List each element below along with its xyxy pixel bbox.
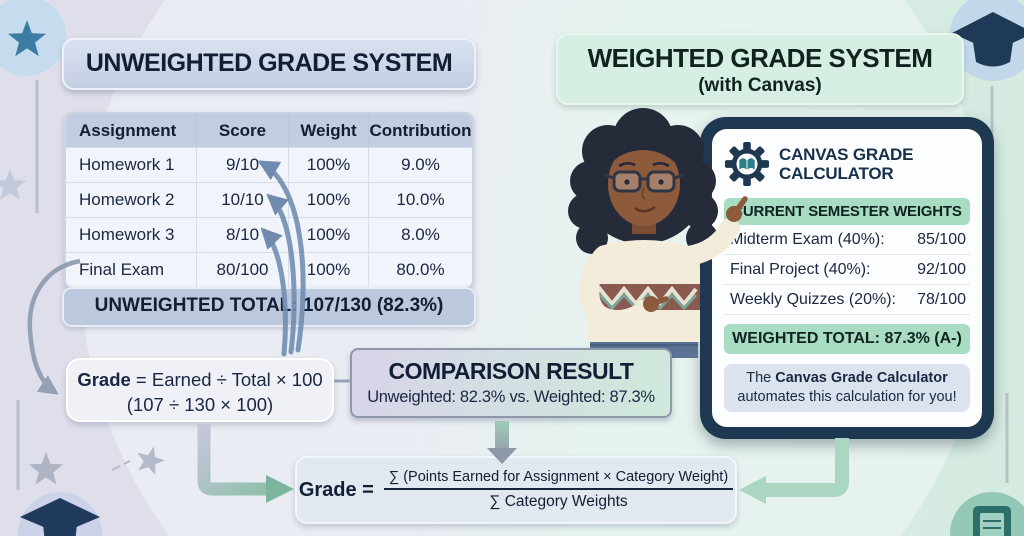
cell-score: 80/100: [196, 253, 288, 287]
comparison-title: COMPARISON RESULT: [388, 358, 634, 384]
table-row: Final Exam 80/100 100% 80.0%: [66, 252, 472, 287]
col-contribution: Contribution: [368, 114, 472, 147]
table-row: Homework 2 10/10 100% 10.0%: [66, 182, 472, 217]
unweighted-table: Assignment Score Weight Contribution Hom…: [64, 112, 474, 289]
weight-label: Midterm Exam (40%):: [730, 230, 885, 248]
note-bold: Canvas Grade Calculator: [775, 370, 948, 386]
cell-contribution: 9.0%: [368, 148, 472, 182]
weighted-title-box: WEIGHTED GRADE SYSTEM (with Canvas): [556, 33, 964, 105]
open-book-glyph: [739, 158, 755, 170]
unweighted-formula-box: Grade = Earned ÷ Total × 100 (107 ÷ 130 …: [66, 358, 334, 422]
cell-score: 9/10: [196, 148, 288, 182]
calculator-logo-row: CANVAS GRADE CALCULATOR: [724, 141, 970, 187]
cell-assignment: Homework 1: [79, 155, 175, 174]
canvas-gear-book-icon: [724, 141, 770, 187]
star-icon: [8, 20, 46, 57]
fraction: ∑ (Points Earned for Assignment × Catego…: [383, 469, 734, 511]
cell-weight: 100%: [288, 253, 368, 287]
calculator-title-line1: CANVAS GRADE: [779, 145, 914, 164]
calculator-title-line2: CALCULATOR: [779, 164, 894, 183]
col-score: Score: [196, 114, 288, 147]
tablet-screen: CANVAS GRADE CALCULATOR CURRENT SEMESTER…: [712, 129, 982, 427]
cell-assignment: Final Exam: [79, 260, 165, 279]
weight-row: Midterm Exam (40%): 85/100: [724, 225, 970, 255]
star-icon: [28, 452, 64, 485]
formula-line: Grade = Earned ÷ Total × 100: [68, 367, 332, 392]
table-header-row: Assignment Score Weight Contribution: [66, 114, 472, 147]
unweighted-title: UNWEIGHTED GRADE SYSTEM: [62, 38, 476, 90]
comparison-detail: Unweighted: 82.3% vs. Weighted: 87.3%: [367, 388, 655, 406]
cell-weight: 100%: [288, 218, 368, 252]
fraction-denominator: ∑ Category Weights: [489, 493, 628, 510]
cell-assignment: Homework 3: [79, 225, 175, 244]
table-row: Homework 1 9/10 100% 9.0%: [66, 147, 472, 182]
table-row: Homework 3 8/10 100% 8.0%: [66, 217, 472, 252]
note-prefix: The: [746, 370, 776, 386]
top-left-star-badge: [0, 0, 66, 76]
calculator-title: CANVAS GRADE CALCULATOR: [779, 145, 913, 183]
col-weight: Weight: [288, 114, 368, 147]
star-icon: [0, 169, 27, 200]
weight-label: Weekly Quizzes (20%):: [730, 290, 896, 308]
formula-calculation: (107 ÷ 130 × 100): [126, 394, 274, 415]
book-icon: [973, 506, 1011, 536]
weight-row: Final Project (40%): 92/100: [724, 255, 970, 285]
graduation-cap-icon: [20, 498, 100, 536]
col-assignment: Assignment: [79, 120, 177, 140]
weight-label: Final Project (40%):: [730, 260, 871, 278]
fraction-numerator: ∑ (Points Earned for Assignment × Catego…: [383, 469, 734, 490]
cell-contribution: 10.0%: [368, 183, 472, 217]
semester-weights-header: CURRENT SEMESTER WEIGHTS: [724, 198, 970, 225]
weighted-total: WEIGHTED TOTAL: 87.3% (A-): [724, 324, 970, 354]
cell-weight: 100%: [288, 183, 368, 217]
cell-weight: 100%: [288, 148, 368, 182]
weighted-subtitle: (with Canvas): [698, 75, 822, 96]
weight-score: 78/100: [917, 290, 966, 308]
cell-assignment: Homework 2: [79, 190, 175, 209]
weight-row: Weekly Quizzes (20%): 78/100: [724, 285, 970, 315]
formula-expression: = Earned ÷ Total × 100: [130, 369, 323, 390]
unweighted-total: UNWEIGHTED TOTAL: 107/130 (82.3%): [62, 287, 476, 327]
cell-score: 8/10: [196, 218, 288, 252]
weighted-title: WEIGHTED GRADE SYSTEM: [587, 43, 933, 73]
note-suffix: automates this calculation for you!: [737, 389, 957, 405]
bottom-right-book-badge: [950, 492, 1024, 536]
calculator-note: The Canvas Grade Calculator automates th…: [724, 364, 970, 412]
weighted-formula-box: Grade = ∑ (Points Earned for Assignment …: [295, 456, 737, 524]
weighted-formula-label: Grade =: [298, 478, 374, 501]
cell-contribution: 80.0%: [368, 253, 472, 287]
formula-label: Grade: [77, 369, 131, 390]
canvas-calculator-tablet: CANVAS GRADE CALCULATOR CURRENT SEMESTER…: [700, 117, 994, 439]
cell-score: 10/10: [196, 183, 288, 217]
weight-score: 85/100: [917, 230, 966, 248]
bottom-left-graduation-badge: [18, 492, 102, 536]
weight-score: 92/100: [917, 260, 966, 278]
cell-contribution: 8.0%: [368, 218, 472, 252]
comparison-result-box: COMPARISON RESULT Unweighted: 82.3% vs. …: [350, 348, 672, 418]
